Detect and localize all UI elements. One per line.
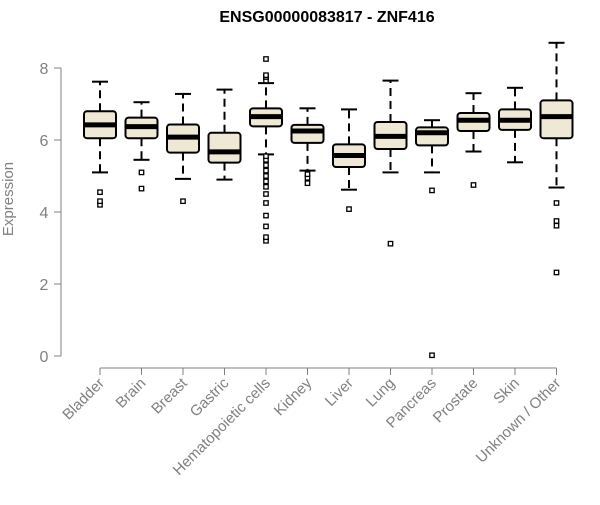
outlier-point <box>553 200 560 206</box>
outlier-point <box>470 182 477 188</box>
box-group <box>83 80 117 208</box>
outlier-point <box>263 178 269 185</box>
outlier-point <box>387 240 394 247</box>
box-group <box>332 108 366 212</box>
outlier-point <box>263 153 269 160</box>
outlier-point <box>263 212 269 219</box>
outlier-point <box>263 162 269 169</box>
x-tick-label: Liver <box>322 375 357 410</box>
y-tick-label: 6 <box>40 133 49 150</box>
outlier-point <box>429 187 435 194</box>
box-group <box>456 92 491 188</box>
outlier-point <box>263 56 269 62</box>
outlier-point <box>97 189 103 196</box>
outlier-point <box>263 200 269 206</box>
outlier-point <box>304 180 311 187</box>
box-group <box>498 86 532 164</box>
outlier-point <box>346 206 352 212</box>
y-tick-label: 2 <box>40 277 49 294</box>
x-tick-label: Breast <box>148 374 191 417</box>
x-tick-label: Lung <box>363 375 399 411</box>
x-tick-label: Skin <box>490 375 523 408</box>
box-group <box>415 119 449 359</box>
x-tick-label: Bladder <box>59 375 108 424</box>
outlier-point <box>553 269 560 276</box>
box-group <box>249 56 283 244</box>
x-tick-label: Prostate <box>430 375 482 427</box>
iqr-box <box>290 123 325 144</box>
box-group <box>166 92 200 205</box>
x-tick-label: Kidney <box>271 374 316 419</box>
outlier-point <box>429 352 435 359</box>
outlier-point <box>263 223 269 230</box>
outlier-point <box>263 72 269 79</box>
box-group <box>539 41 574 276</box>
outlier-point <box>263 191 269 197</box>
box-group <box>207 88 242 181</box>
iqr-box <box>207 131 242 164</box>
outlier-point <box>97 198 103 205</box>
outlier-point <box>263 183 269 190</box>
box-group <box>373 79 408 247</box>
y-axis-label: Expression <box>0 162 17 236</box>
outlier-point <box>263 167 269 174</box>
outlier-point <box>304 171 311 178</box>
box-group <box>290 107 325 187</box>
y-tick-label: 4 <box>40 205 49 222</box>
iqr-box <box>415 126 449 147</box>
outlier-point <box>180 198 186 205</box>
outlier-point <box>138 169 145 176</box>
chart-title: ENSG00000083817 - ZNF416 <box>219 9 434 26</box>
box-group <box>124 101 159 192</box>
x-tick-label: Brain <box>113 375 150 412</box>
outlier-point <box>263 234 269 241</box>
y-tick-label: 8 <box>40 61 49 78</box>
outlier-point <box>553 222 560 229</box>
y-tick-label: 0 <box>40 349 49 366</box>
iqr-box <box>539 99 574 140</box>
outlier-point <box>263 173 269 179</box>
outlier-point <box>553 218 560 224</box>
outlier-point <box>138 185 145 192</box>
